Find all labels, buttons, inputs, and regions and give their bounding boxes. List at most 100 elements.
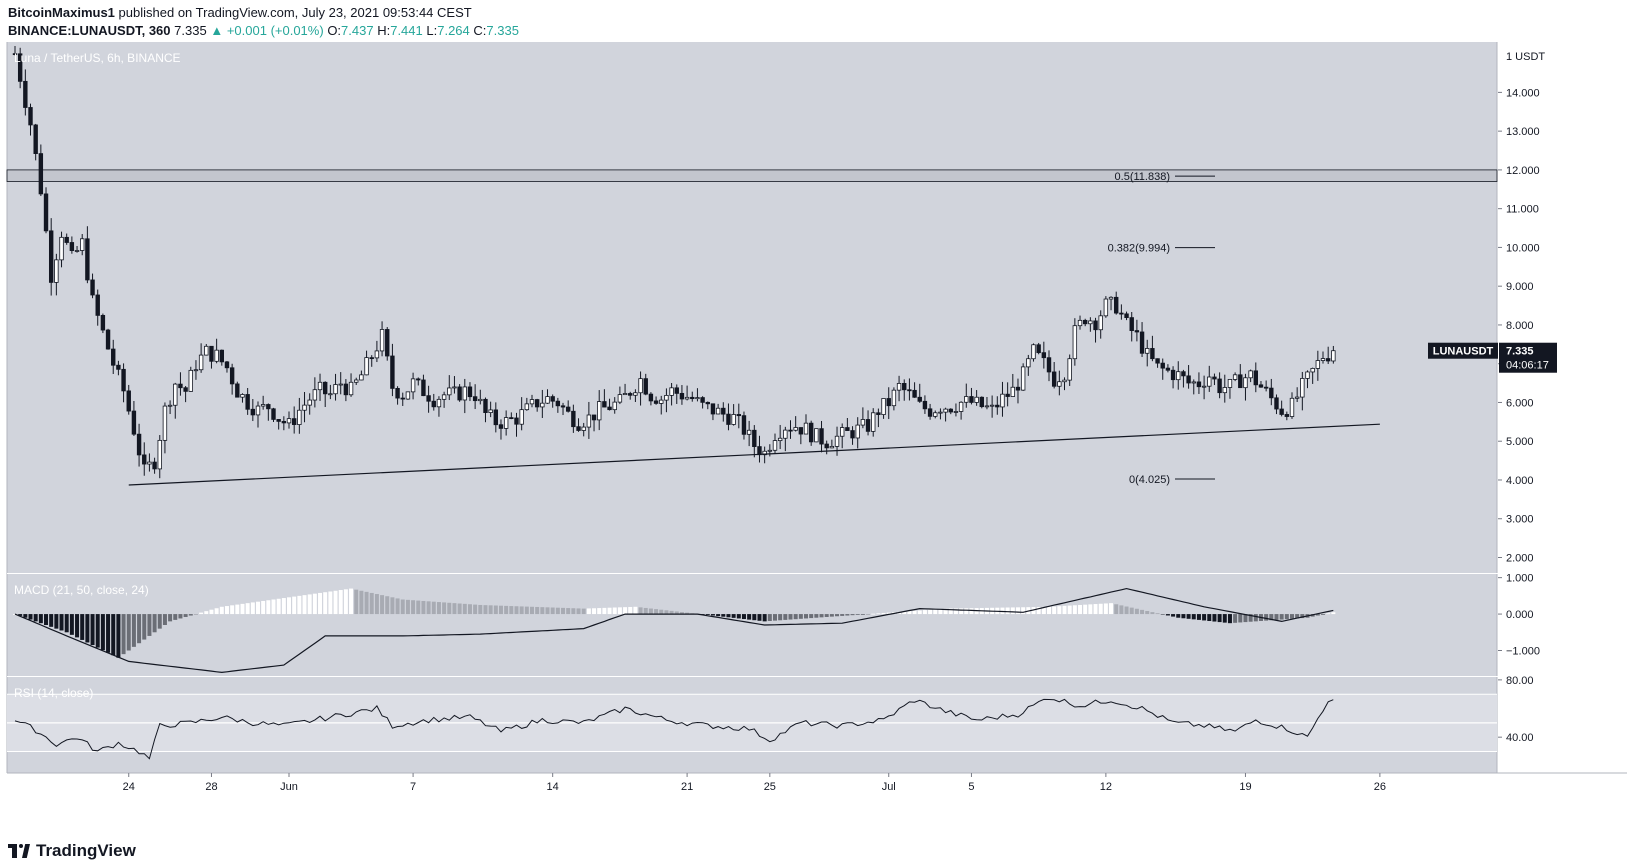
support-trendline xyxy=(128,423,1380,486)
macd-histogram-bar xyxy=(1041,606,1046,615)
macd-histogram-bar xyxy=(540,607,545,615)
candle xyxy=(1212,373,1217,386)
candle-body xyxy=(1274,397,1279,410)
candle xyxy=(850,426,855,445)
candle xyxy=(876,408,881,428)
macd-histogram-bar xyxy=(555,607,560,615)
candle xyxy=(1005,382,1010,407)
candle xyxy=(1015,378,1021,404)
macd-histogram-bar xyxy=(90,614,95,646)
macd-histogram-bar xyxy=(948,608,953,615)
candle xyxy=(152,457,157,474)
candle xyxy=(814,428,819,443)
candle xyxy=(762,446,767,464)
tradingview-logo[interactable]: TradingView xyxy=(8,841,136,861)
candle-body xyxy=(462,386,467,401)
candle-body xyxy=(684,396,690,400)
candle xyxy=(1103,296,1109,318)
macd-histogram-bar xyxy=(648,608,653,615)
candle-body xyxy=(762,450,767,456)
candle xyxy=(142,442,147,476)
candle-body xyxy=(348,381,354,396)
candle-body xyxy=(638,378,643,394)
candle-body xyxy=(1284,414,1290,417)
time-axis-label: 26 xyxy=(1374,781,1386,793)
macd-histogram-bar xyxy=(1233,614,1238,623)
macd-histogram-bar xyxy=(938,608,943,615)
candle xyxy=(1181,369,1186,388)
candle xyxy=(317,373,323,401)
candle xyxy=(860,407,866,429)
candle xyxy=(669,382,674,406)
candle xyxy=(705,401,710,410)
candle-body xyxy=(152,461,157,470)
candle xyxy=(74,245,80,253)
macd-axis-label: 0.000 xyxy=(1506,609,1534,621)
macd-histogram-bar xyxy=(323,592,328,615)
candle xyxy=(43,187,49,234)
candle xyxy=(1041,341,1047,369)
candle-body xyxy=(245,394,250,410)
candle-body xyxy=(1315,360,1321,369)
macd-histogram-bar xyxy=(1145,610,1150,615)
macd-histogram-bar xyxy=(772,614,777,621)
candle xyxy=(17,47,23,89)
candle xyxy=(933,410,938,419)
rsi-line xyxy=(14,698,1334,760)
candle xyxy=(338,372,343,395)
candle-body xyxy=(917,396,922,402)
macd-histogram-bar xyxy=(1212,614,1217,622)
candle-body xyxy=(1289,397,1295,417)
candle xyxy=(235,381,240,398)
candle-body xyxy=(198,354,204,371)
candle xyxy=(607,398,612,411)
candle-body xyxy=(379,329,385,352)
macd-histogram-bar xyxy=(349,588,354,615)
macd-histogram-bar xyxy=(54,614,59,629)
macd-histogram-bar xyxy=(747,614,752,620)
candle-body xyxy=(390,355,395,389)
candle xyxy=(64,233,69,245)
candle-body xyxy=(622,393,628,396)
candle xyxy=(478,389,483,405)
close-value: 7.335 xyxy=(486,23,519,38)
candle xyxy=(969,387,974,405)
macd-histogram-bar xyxy=(188,614,193,616)
candle xyxy=(100,313,106,334)
candle xyxy=(80,234,85,256)
candle-body xyxy=(798,427,804,435)
candle-body xyxy=(271,408,276,420)
candle xyxy=(209,345,214,369)
candle-body xyxy=(250,408,256,416)
macd-histogram-bar xyxy=(840,614,845,616)
macd-histogram-bar xyxy=(824,614,829,617)
author-name[interactable]: BitcoinMaximus1 xyxy=(8,5,115,20)
macd-histogram-bar xyxy=(431,601,436,615)
candle-body xyxy=(555,400,561,407)
candle xyxy=(12,46,18,56)
candle xyxy=(1108,296,1114,311)
candle-body xyxy=(23,80,28,108)
macd-histogram-bar xyxy=(204,611,209,615)
candle-body xyxy=(597,401,602,421)
candle-body xyxy=(105,329,111,350)
candle-body xyxy=(607,406,612,411)
macd-histogram-bar xyxy=(467,604,472,615)
candle-body xyxy=(871,412,876,432)
macd-histogram-bar xyxy=(1098,603,1103,615)
ohlc-header: BINANCE:LUNAUSDT, 360 7.335 ▲ +0.001 (+0… xyxy=(8,22,519,40)
macd-histogram-bar xyxy=(1284,614,1289,620)
macd-histogram-bar xyxy=(183,614,188,617)
macd-histogram-bar xyxy=(917,610,922,615)
candle xyxy=(131,400,137,436)
candle xyxy=(400,392,405,406)
candle-body xyxy=(100,314,106,331)
candle-body xyxy=(1026,358,1031,368)
macd-histogram-bar xyxy=(452,603,457,615)
candle-body xyxy=(28,107,33,126)
candle xyxy=(364,350,369,376)
macd-histogram-bar xyxy=(886,612,891,615)
candle xyxy=(1305,370,1310,389)
candle xyxy=(653,396,659,405)
macd-histogram-bar xyxy=(131,614,136,647)
